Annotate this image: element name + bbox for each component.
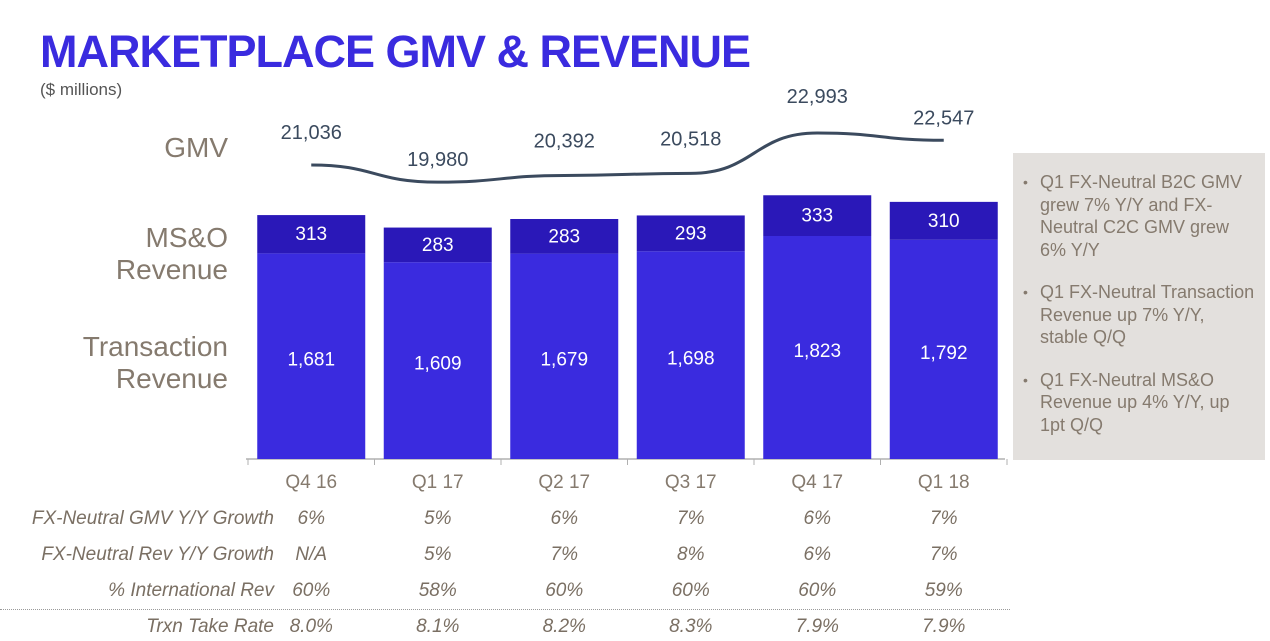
mso-value-label: 333	[801, 206, 833, 227]
metric-value: 60%	[545, 580, 584, 601]
page-subtitle: ($ millions)	[40, 80, 123, 99]
x-tick-label: Q3 17	[665, 472, 717, 493]
metric-label: Trxn Take Rate	[146, 616, 274, 637]
gmv-value-label: 20,392	[534, 130, 595, 152]
gmv-value-label: 20,518	[660, 128, 721, 150]
transaction-label-line1: Transaction	[82, 331, 228, 362]
metric-row: % International Rev 60% 58% 60% 60% 60% 59%	[0, 577, 1010, 605]
highlights-panel: Q1 FX-Neutral B2C GMV grew 7% Y/Y and FX…	[1013, 153, 1265, 460]
mso-value-label: 293	[675, 223, 707, 244]
metric-value: 7.9%	[922, 616, 966, 637]
metric-value: 5%	[424, 544, 452, 565]
gmv-line	[311, 131, 944, 184]
metric-value: 8.2%	[542, 616, 586, 637]
metric-label: FX-Neutral Rev Y/Y Growth	[41, 544, 274, 565]
x-tick-label: Q4 17	[791, 472, 843, 493]
gmv-value-label: 21,036	[281, 122, 342, 144]
metric-value: 6%	[297, 508, 325, 529]
gmv-value-label: 19,980	[407, 149, 468, 171]
metric-label: FX-Neutral GMV Y/Y Growth	[31, 508, 274, 529]
mso-row-label: MS&O Revenue	[116, 222, 228, 286]
metric-value: 5%	[424, 508, 452, 529]
transaction-value-label: 1,609	[414, 354, 462, 375]
metric-value: 60%	[292, 580, 331, 601]
x-tick-label: Q4 16	[285, 472, 337, 493]
highlight-bullet: Q1 FX-Neutral MS&O Revenue up 4% Y/Y, up…	[1023, 369, 1255, 437]
metric-value: 6%	[803, 508, 831, 529]
mso-value-label: 283	[422, 235, 454, 256]
metric-value: 60%	[671, 580, 710, 601]
transaction-revenue-bar	[636, 251, 745, 459]
mso-revenue-bar	[383, 227, 492, 263]
metric-value: 7%	[550, 544, 578, 565]
x-tick-label: Q1 17	[412, 472, 464, 493]
mso-label-line1: MS&O	[145, 222, 228, 253]
metric-value: 7.9%	[795, 616, 839, 637]
metric-value: 7%	[677, 508, 705, 529]
transaction-revenue-bar	[383, 262, 492, 459]
mso-revenue-bar	[636, 215, 745, 252]
highlight-bullet: Q1 FX-Neutral Transaction Revenue up 7% …	[1023, 281, 1255, 349]
metric-row: FX-Neutral Rev Y/Y Growth N/A 5% 7% 8% 6% 7%	[0, 541, 1010, 569]
metric-value: 8%	[677, 544, 705, 565]
x-tick-label: Q1 18	[918, 472, 970, 493]
gmv-value-label: 22,547	[913, 107, 974, 129]
transaction-row-label: Transaction Revenue	[83, 331, 228, 395]
gmv-row-label: GMV	[164, 132, 228, 163]
mso-revenue-bar	[763, 195, 872, 237]
mso-value-label: 283	[548, 226, 580, 247]
transaction-revenue-bar	[763, 236, 872, 459]
transaction-revenue-bar	[510, 253, 619, 459]
transaction-value-label: 1,823	[793, 341, 841, 362]
mso-revenue-bar	[889, 201, 998, 240]
metric-value: 7%	[930, 508, 958, 529]
transaction-revenue-bar	[889, 239, 998, 459]
revenue-gmv-chart: 1,681 313 Q4 16 1,609 283 Q1 17 1,679 283 Q2 17 1…	[246, 86, 1008, 493]
metric-value: N/A	[295, 544, 328, 565]
metric-value: 8.1%	[416, 616, 460, 637]
metric-value: 60%	[798, 580, 837, 601]
metric-value: 6%	[803, 544, 831, 565]
mso-value-label: 313	[295, 224, 327, 245]
metric-row: Trxn Take Rate 8.0% 8.1% 8.2% 8.3% 7.9% 7.9%	[0, 613, 1010, 641]
metric-value: 7%	[930, 544, 958, 565]
metric-value: 6%	[550, 508, 578, 529]
metric-value: 8.3%	[669, 616, 713, 637]
metric-value: 58%	[418, 580, 457, 601]
transaction-value-label: 1,792	[920, 343, 968, 364]
gmv-value-label: 22,993	[787, 86, 848, 108]
metric-value: 59%	[924, 580, 963, 601]
mso-revenue-bar	[257, 215, 366, 254]
metric-value: 8.0%	[289, 616, 333, 637]
mso-revenue-bar	[510, 218, 619, 254]
highlight-bullet: Q1 FX-Neutral B2C GMV grew 7% Y/Y and FX…	[1023, 171, 1255, 261]
mso-label-line2: Revenue	[115, 254, 228, 285]
metric-label: % International Rev	[108, 580, 274, 601]
transaction-label-line2: Revenue	[115, 363, 228, 394]
transaction-revenue-bar	[257, 253, 366, 459]
x-tick-label: Q2 17	[538, 472, 590, 493]
transaction-value-label: 1,679	[540, 349, 588, 370]
metric-row: FX-Neutral GMV Y/Y Growth 6% 5% 6% 7% 6% 7%	[0, 505, 1010, 533]
page-title: MARKETPLACE GMV & REVENUE	[40, 26, 751, 77]
mso-value-label: 310	[928, 211, 960, 232]
metrics-divider	[0, 609, 1010, 610]
transaction-value-label: 1,698	[667, 348, 715, 369]
transaction-value-label: 1,681	[287, 349, 335, 370]
